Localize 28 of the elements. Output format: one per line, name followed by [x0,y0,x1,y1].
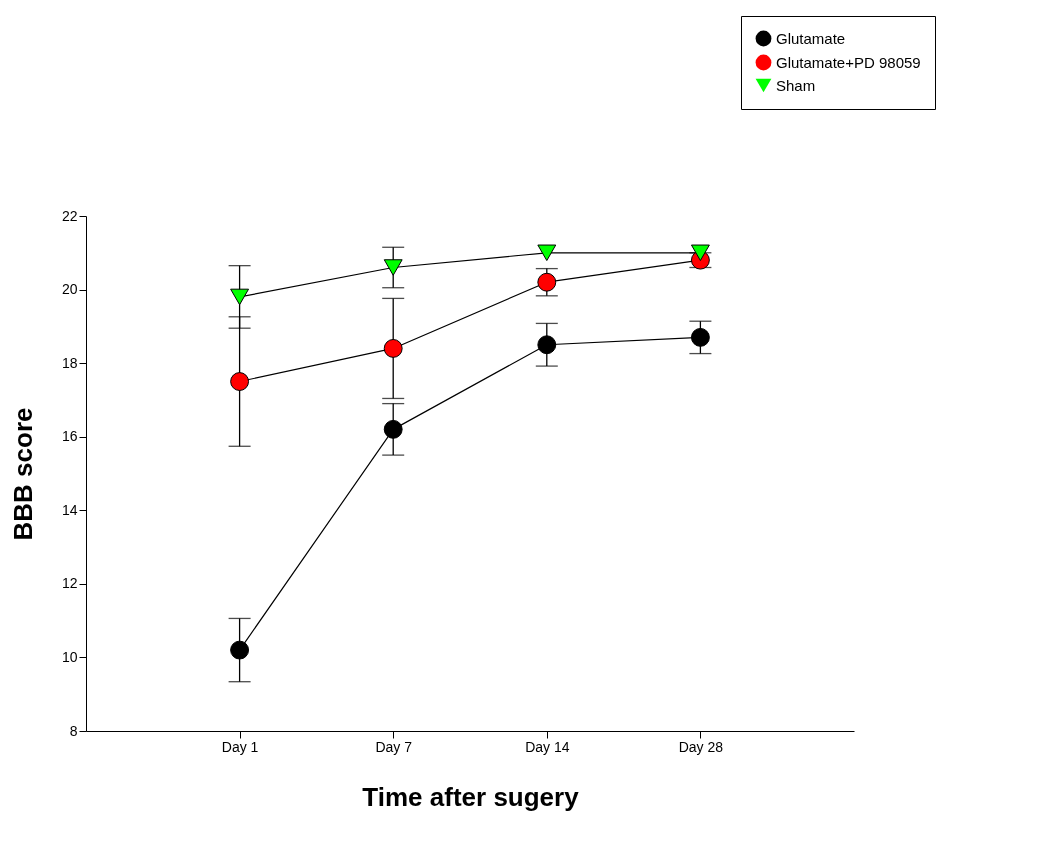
point [537,244,557,262]
y-axis-title: BBB score [7,407,38,541]
point [383,339,403,358]
x-tick-label: Day 28 [678,738,724,755]
point [230,288,250,306]
y-tick-label: 10 [61,648,78,665]
point [230,640,250,660]
y-tick-label: 12 [61,575,78,592]
x-axis-title: Time after sugery [362,781,580,812]
point [383,259,403,276]
y-tick-label: 16 [61,428,78,445]
point [690,327,710,347]
y-tick-label: 22 [61,207,78,224]
y-tick-label: 20 [61,281,78,298]
legend-label: Glutamate [776,29,846,47]
point [537,272,557,292]
legend-label: Glutamate+PD 98059 [776,53,921,71]
y-tick-label: 14 [61,501,78,518]
point [383,419,403,439]
point [537,335,557,355]
x-tick-label: Day 1 [221,738,259,755]
x-tick-label: Day 7 [375,738,413,755]
point [690,244,710,262]
point [230,372,250,391]
x-tick-label: Day 14 [525,738,570,755]
y-tick-label: 8 [69,722,78,739]
y-tick-label: 18 [61,354,78,371]
legend-label: Sham [776,76,816,94]
